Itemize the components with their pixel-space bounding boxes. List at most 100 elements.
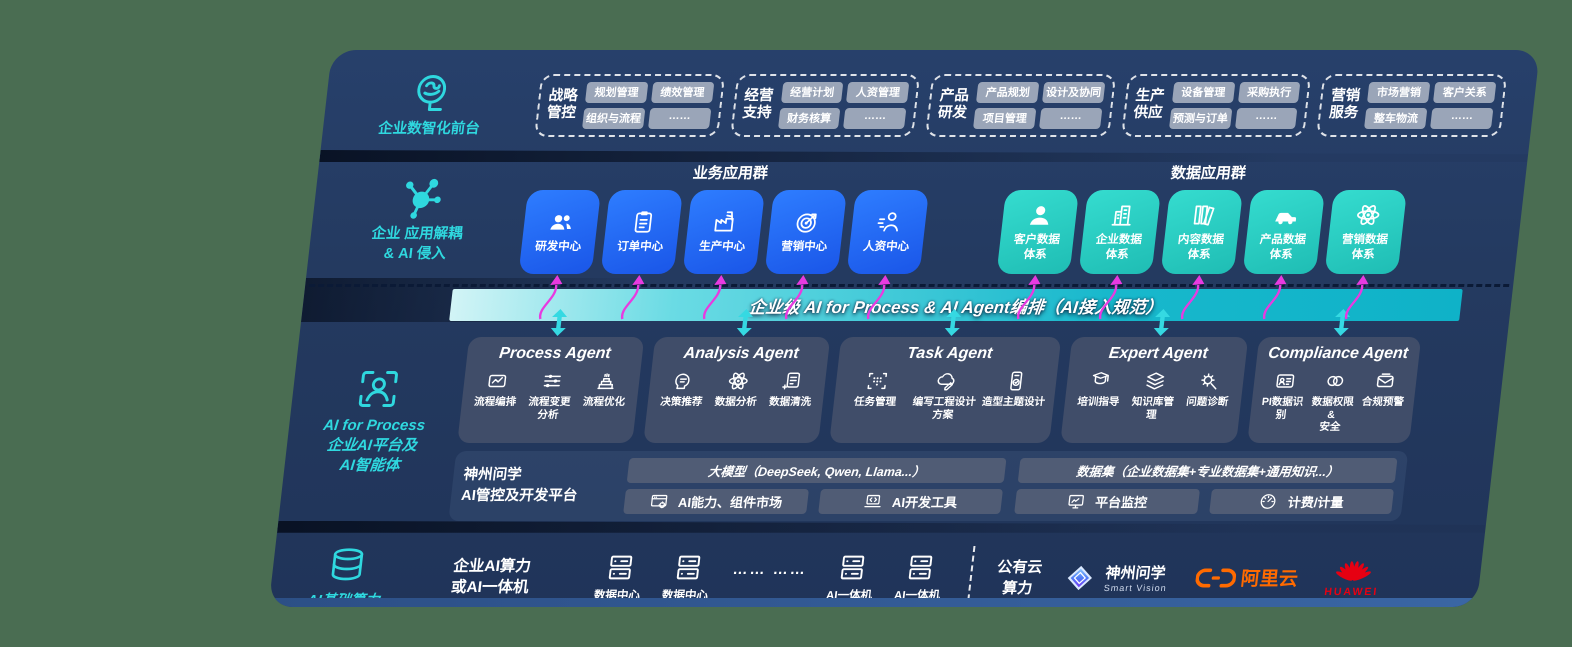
public-cloud-label: 公有云 算力 <box>996 558 1044 597</box>
platform-cell: AI开发工具 <box>817 488 1004 514</box>
double-arrow-icon <box>943 309 964 336</box>
platform-row: 神州问学 AI管控及开发平台 大模型（DeepSeek, Qwen, Llama… <box>448 450 1409 521</box>
hr-icon <box>874 209 903 235</box>
front-office-pill: 项目管理 <box>973 107 1037 129</box>
front-office-group-name: 战略 管控 <box>545 87 579 121</box>
app-card-label: 营销数据 体系 <box>1341 234 1389 261</box>
compute-node: 数据中心 <box>661 553 713 603</box>
diagnose-icon <box>1197 370 1222 392</box>
flow-arrow-icon <box>1093 273 1128 321</box>
orchestration-strip: 企业级 AI for Process & AI Agent编排（AI接入规范） <box>301 278 1515 322</box>
front-office-pills: 经营计划 人资管理 财务核算…… <box>777 81 910 129</box>
capability: 数据清洗 <box>764 370 819 409</box>
ellipsis-label: …… …… <box>731 561 808 579</box>
front-office-group: 战略 管控 规划管理 绩效管理 组织与流程…… <box>534 73 725 137</box>
agent-card: Task Agent 任务管理 编写工程设计方案 造型主题设计 <box>829 309 1062 443</box>
capability-label: 数据清洗 <box>768 396 812 408</box>
agent-title: Task Agent <box>906 345 994 362</box>
business-app-card: 研发中心 <box>518 190 602 320</box>
platform-section-header: 大模型（DeepSeek, Qwen, Llama...） <box>626 457 1007 483</box>
business-app-group: 业务应用群 研发中心 订单中心 生产中心 营销中心 人资中心 <box>518 162 932 320</box>
vendor-logos: 神州问学 Smart Vision 阿里云 <box>1061 557 1383 598</box>
agent-card: Analysis Agent 决策推荐 数据分析 数据清洗 <box>643 309 831 443</box>
agents-label-block: AI for Process 企业AI平台及 AI智能体 <box>278 322 471 521</box>
front-office-pill: …… <box>1430 107 1494 129</box>
front-office-pill: 市场营销 <box>1367 81 1431 103</box>
front-office-group: 生产 供应 设备管理 采购执行 预测与订单…… <box>1120 73 1312 137</box>
server-icon <box>672 553 704 582</box>
capability: 流程优化 <box>577 370 633 421</box>
front-office-pill: 预测与订单 <box>1168 107 1233 129</box>
flow-icon <box>485 370 510 392</box>
brain-icon <box>409 71 458 115</box>
capability-label: 问题诊断 <box>1185 396 1229 408</box>
taskgrid-icon <box>865 370 890 392</box>
double-arrow-icon <box>734 309 755 336</box>
platform-label: 神州问学 AI管控及开发平台 <box>460 467 579 504</box>
business-app-card: 营销中心 <box>764 190 848 320</box>
cake-icon <box>594 370 619 392</box>
capability-label: 造型主题设计 <box>981 396 1046 408</box>
team-icon <box>546 209 575 235</box>
agent-card: Process Agent 流程编排 流程变更分析 流程优化 <box>457 309 645 443</box>
huawei-logo-icon <box>1336 561 1371 581</box>
agent-title: Compliance Agent <box>1267 345 1410 362</box>
focus-person-icon <box>354 367 403 411</box>
server-icon <box>836 553 868 582</box>
capability-label: 编写工程设计方案 <box>912 396 977 421</box>
front-office-pill: 经营计划 <box>780 81 844 103</box>
data-app-card: 企业数据 体系 <box>1078 190 1162 320</box>
capability-label: 知识库管理 <box>1131 396 1175 421</box>
theme-icon <box>1004 370 1029 392</box>
front-office-pill: 财务核算 <box>777 107 841 129</box>
data-app-card: 内容数据 体系 <box>1160 190 1244 320</box>
vendor-smartvision: 神州问学 Smart Vision <box>1061 561 1170 595</box>
platform-cell: 平台监控 <box>1014 488 1200 514</box>
front-office-pill: 绩效管理 <box>650 81 715 103</box>
decision-icon <box>671 370 696 392</box>
agent-title: Analysis Agent <box>682 345 800 362</box>
agent-capabilities: PI数据识别 数据权限 & 安全 合规预警 <box>1256 370 1410 434</box>
smartvision-logo-icon <box>1067 565 1093 590</box>
flow-arrow-icon <box>861 273 896 321</box>
capability-label: 合规预警 <box>1361 396 1405 408</box>
platform-cell-label: AI能力、组件市场 <box>677 494 784 510</box>
front-office-pills: 设备管理 采购执行 预测与订单…… <box>1168 81 1301 129</box>
platform-cell-label: AI开发工具 <box>891 494 959 510</box>
rings-icon <box>1323 370 1348 392</box>
agent-title: Expert Agent <box>1107 345 1209 362</box>
aliyun-logo-icon <box>1195 568 1237 588</box>
clipboard-icon <box>628 209 657 235</box>
platform-section: 大模型（DeepSeek, Qwen, Llama...） AI能力、组件市场 AI… <box>623 457 1007 514</box>
molecule-icon <box>397 176 446 220</box>
window-gear-icon <box>648 492 669 511</box>
front-office-label-block: 企业数智化前台 <box>321 60 543 150</box>
data-app-group: 数据应用群 客户数据 体系 企业数据 体系 内容数据 体系 产品数据 体系 营销数据 体… <box>996 162 1410 320</box>
capability-label: 流程变更分析 <box>527 396 572 421</box>
flow-arrow-icon <box>1339 273 1374 321</box>
capability-label: 决策推荐 <box>659 396 704 408</box>
data-app-card: 产品数据 体系 <box>1242 190 1326 320</box>
agents-row: Process Agent 流程编排 流程变更分析 流程优化 Analysis Agen… <box>457 309 1422 443</box>
flow-arrow-icon <box>1175 273 1210 321</box>
building-icon <box>1107 202 1136 228</box>
business-group-title: 业务应用群 <box>691 165 769 182</box>
flow-arrow-icon <box>533 273 568 321</box>
front-office-group-name: 产品 研发 <box>937 87 970 121</box>
person-icon <box>1025 202 1054 228</box>
front-office-pill: 客户关系 <box>1433 81 1497 103</box>
capability: 流程变更分析 <box>522 370 578 421</box>
mailalert-icon <box>1373 370 1398 392</box>
agent-capabilities: 培训指导 知识库管理 问题诊断 <box>1071 370 1236 421</box>
clean-icon <box>780 370 805 392</box>
app-card-label: 营销中心 <box>780 241 828 254</box>
vendor-name: 阿里云 <box>1239 569 1299 591</box>
app-card-label: 人资中心 <box>862 241 910 254</box>
integration-boundary-line <box>308 284 1510 287</box>
platform-cell-label: 平台监控 <box>1094 494 1149 510</box>
app-card-label: 生产中心 <box>698 241 746 254</box>
business-app-card: 人资中心 <box>846 190 930 320</box>
books-icon <box>1189 202 1218 228</box>
data-group-title: 数据应用群 <box>1169 165 1247 182</box>
